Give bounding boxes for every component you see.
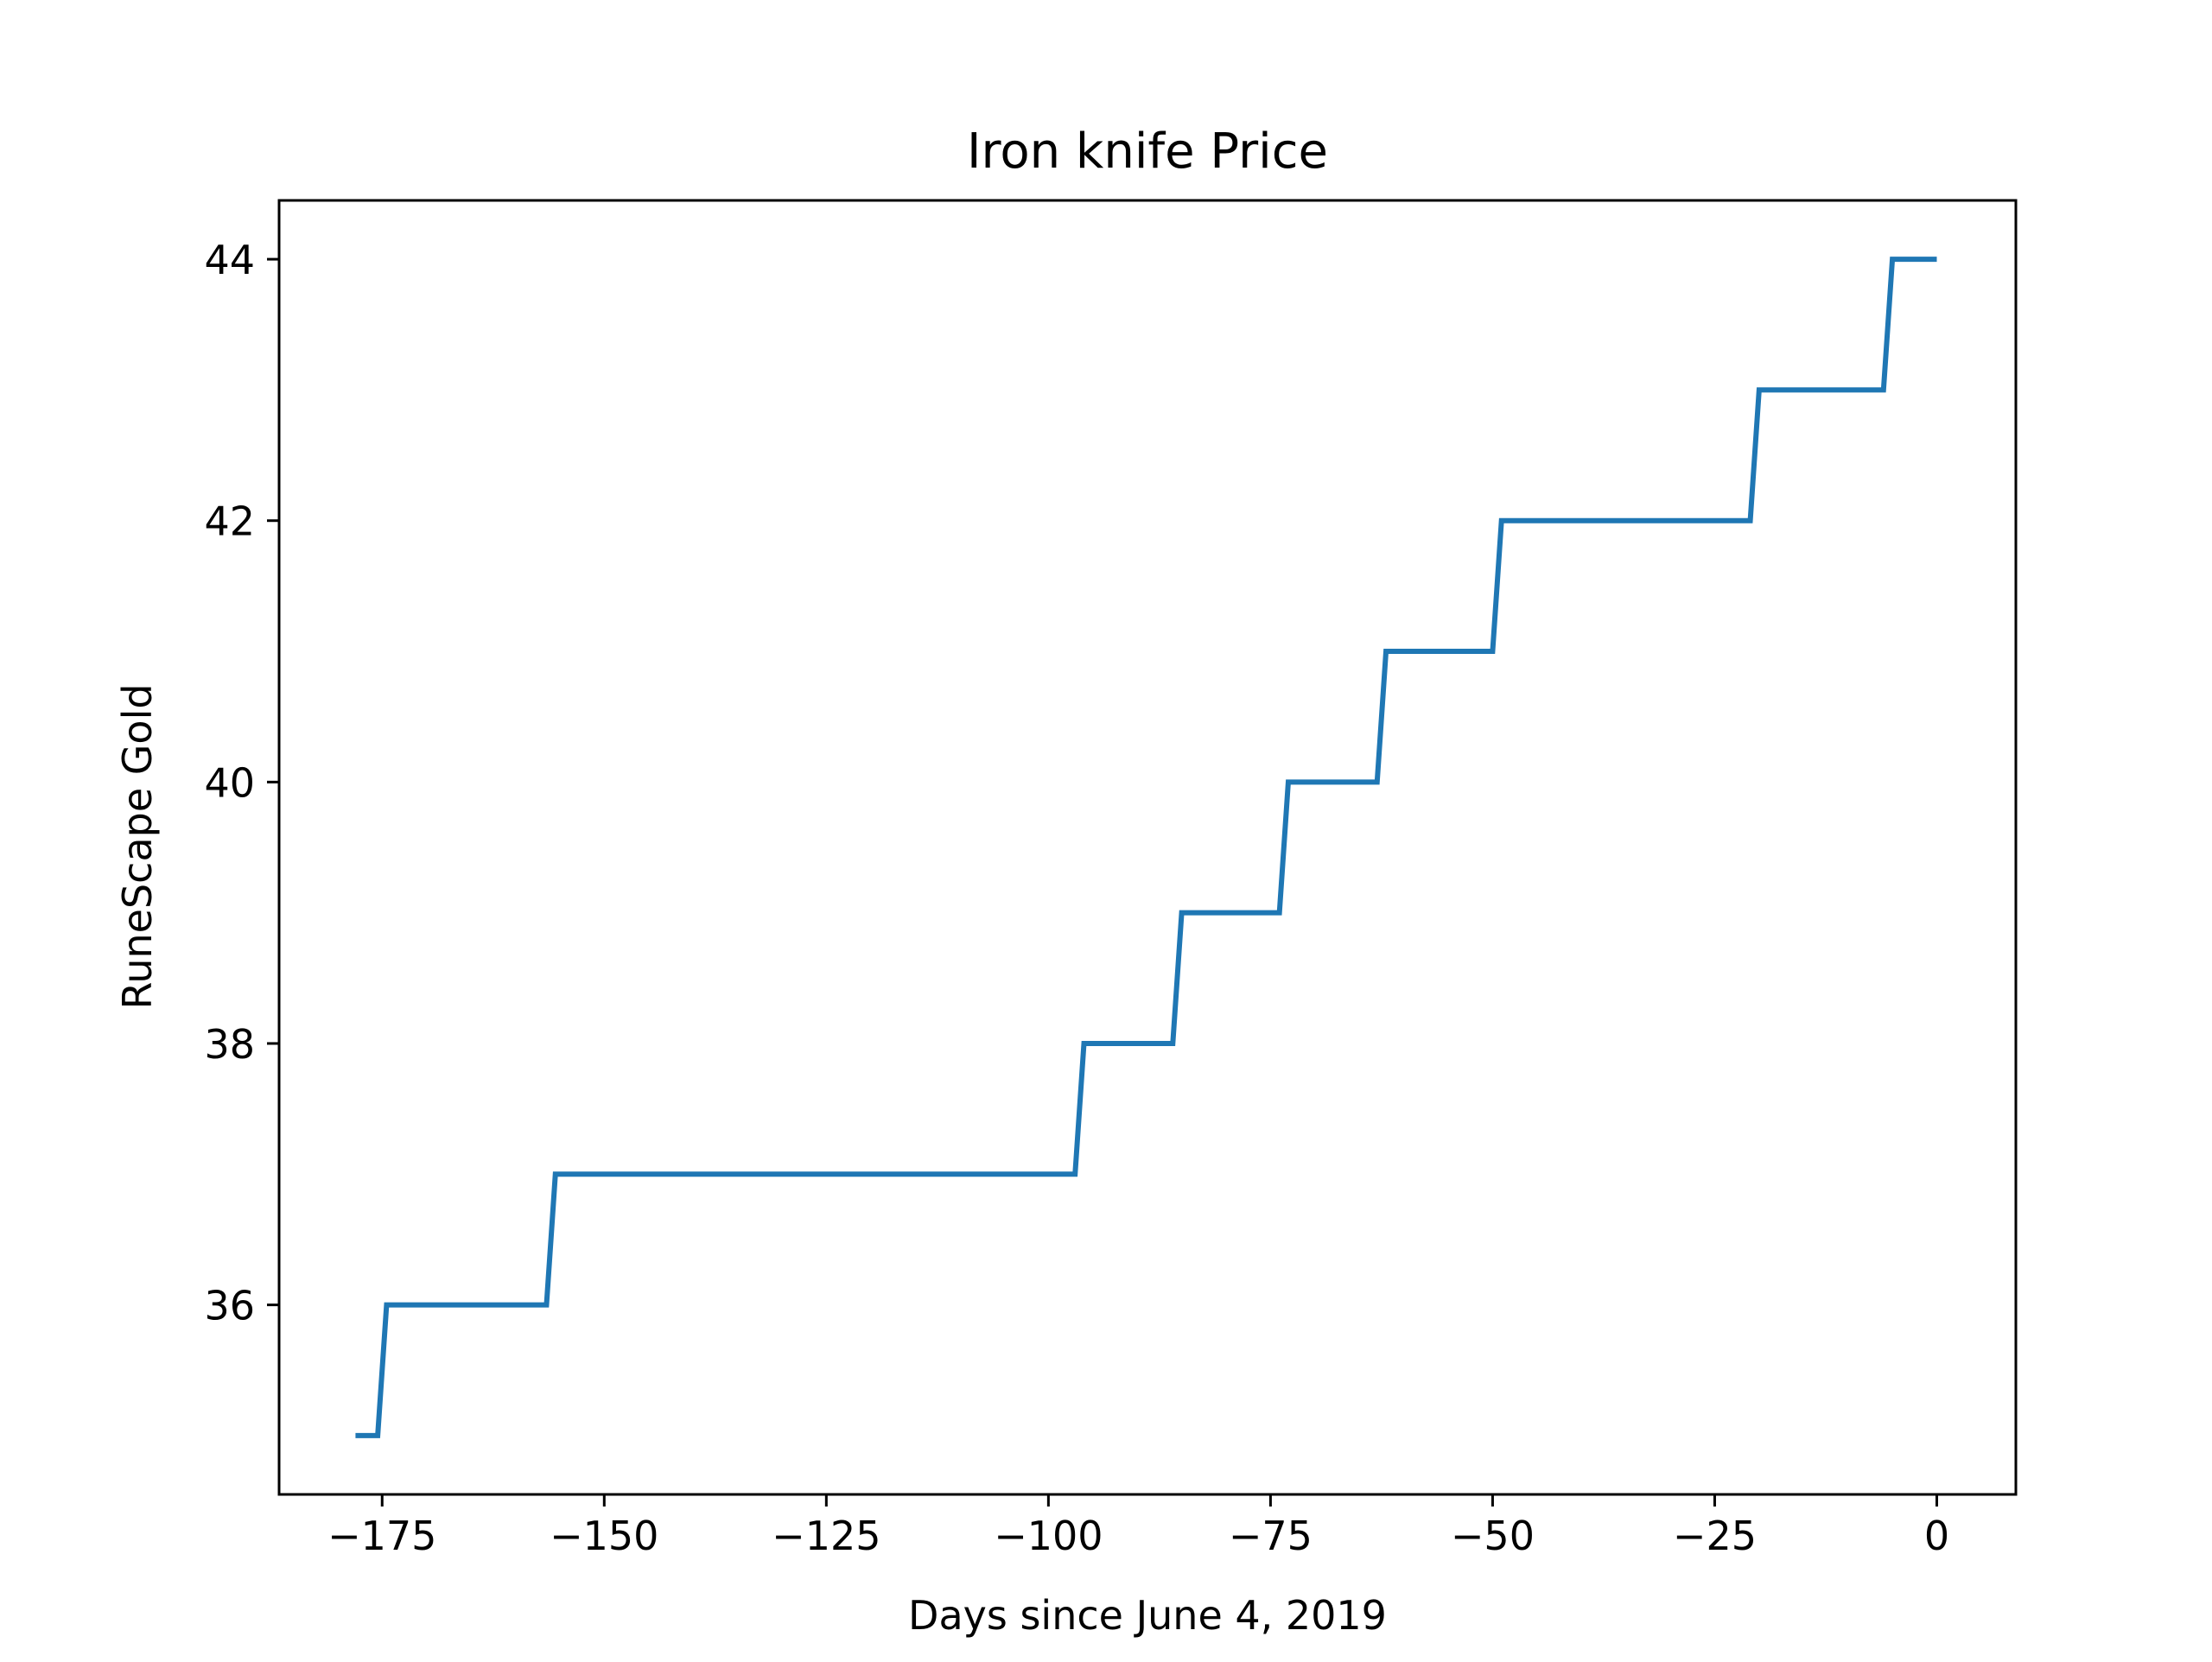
y-tick-label: 44 xyxy=(204,237,255,283)
chart-title: Iron knife Price xyxy=(967,124,1328,180)
y-axis-label: RuneScape Gold xyxy=(114,683,161,1009)
x-tick-label: −125 xyxy=(772,1513,880,1559)
x-tick-label: −50 xyxy=(1451,1513,1535,1559)
plot-area xyxy=(277,199,2018,1496)
x-tick-label: −175 xyxy=(327,1513,436,1559)
y-tick-label: 38 xyxy=(204,1021,255,1068)
series-line-0 xyxy=(355,257,1937,1438)
x-axis: −175 −150 −125 −100 −75 −50 −25 0 xyxy=(327,1494,1949,1559)
plot-frame xyxy=(277,199,2018,1496)
x-tick-label: −75 xyxy=(1229,1513,1313,1559)
x-tick-label: −150 xyxy=(550,1513,658,1559)
y-tick-label: 40 xyxy=(204,759,255,806)
x-tick-label: −100 xyxy=(994,1513,1103,1559)
y-axis: 36 38 40 42 44 xyxy=(204,237,279,1329)
x-axis-label: Days since June 4, 2019 xyxy=(908,1592,1387,1639)
y-tick-label: 42 xyxy=(204,498,255,545)
x-tick-label: −25 xyxy=(1673,1513,1757,1559)
x-tick-label: 0 xyxy=(1924,1513,1949,1559)
y-tick-label: 36 xyxy=(204,1283,255,1329)
